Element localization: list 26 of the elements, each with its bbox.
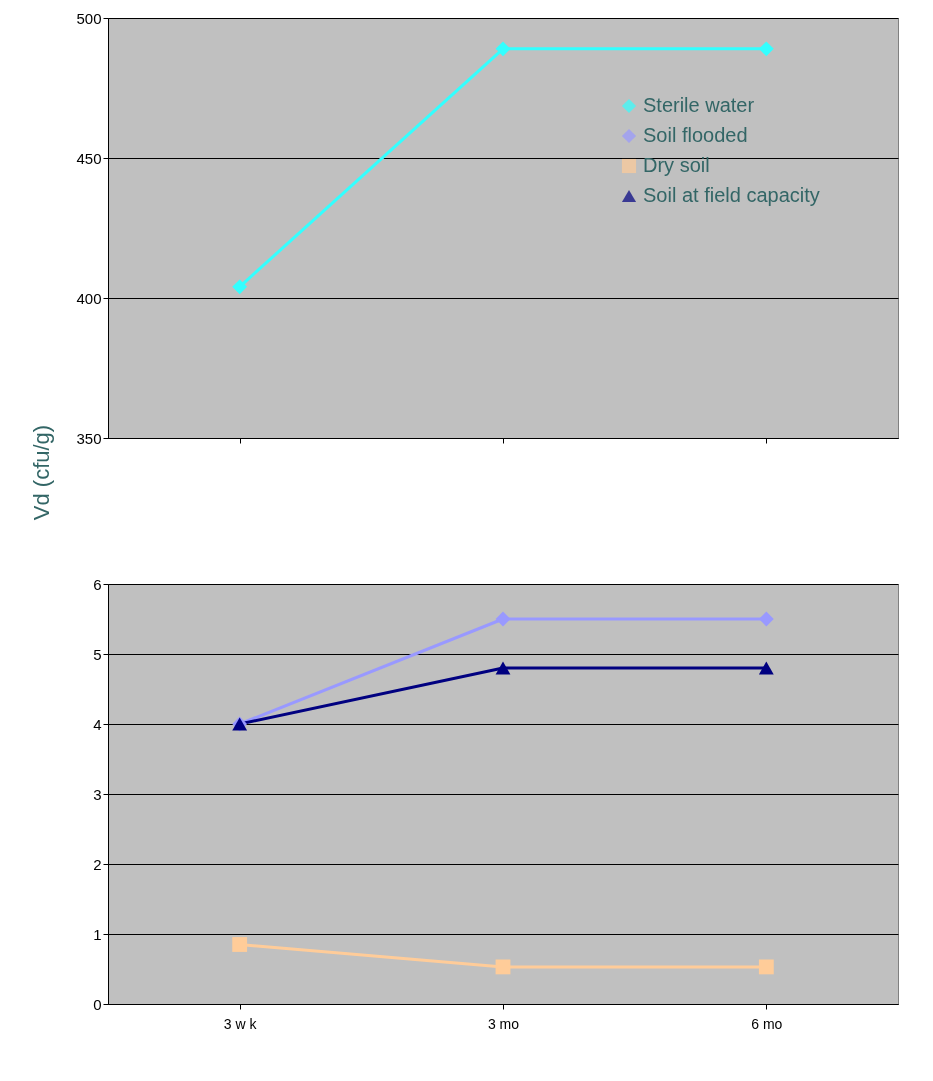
legend-label: Dry soil — [643, 154, 710, 176]
legend-label: Soil at field capacity — [643, 184, 820, 206]
point — [232, 937, 248, 952]
x-tick-label: 6 mo — [751, 1015, 783, 1032]
point — [758, 661, 774, 675]
y-tick-label: 0 — [93, 995, 102, 1013]
point — [758, 611, 774, 627]
y-tick-label: 3 — [93, 785, 102, 803]
point — [495, 959, 511, 975]
y-tick-label: 500 — [76, 9, 102, 27]
x-tick-label: 3 w k — [223, 1015, 258, 1032]
legend-label: Sterile water — [643, 94, 755, 116]
y-axis-title: Vd (cfu/g) — [29, 424, 55, 521]
y-tick-label: 2 — [93, 855, 102, 873]
y-tick-label: 5 — [93, 645, 102, 663]
y-tick-label: 1 — [93, 925, 102, 943]
y-tick-label: 4 — [93, 715, 102, 733]
point — [495, 611, 511, 627]
y-tick-label: 400 — [76, 289, 102, 307]
y-tick-label: 350 — [76, 429, 102, 447]
point — [758, 959, 774, 975]
x-tick-label: 3 mo — [487, 1015, 520, 1032]
y-tick-label: 450 — [76, 149, 102, 167]
point — [495, 661, 511, 675]
legend-label: Soil flooded — [643, 124, 748, 146]
y-tick-label: 6 — [93, 575, 102, 593]
